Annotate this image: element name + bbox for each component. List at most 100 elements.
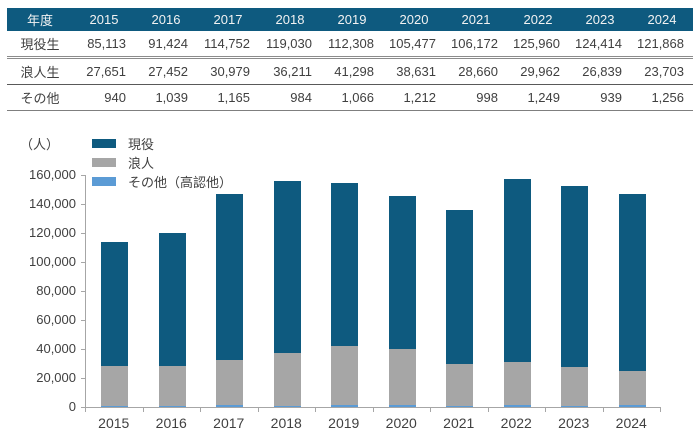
table-cell: 41,298 — [321, 57, 383, 85]
legend-item: 現役 — [92, 134, 232, 153]
table-row: 浪人生 27,651 27,452 30,979 36,211 41,298 38,631 2… — [7, 57, 693, 85]
x-axis-tick-mark — [545, 408, 546, 412]
table-cell: 1,039 — [135, 84, 197, 111]
y-axis-tick-label: 40,000 — [36, 341, 76, 356]
bar-segment-ronin — [216, 360, 244, 406]
y-axis-unit-label: （人） — [20, 137, 60, 152]
bar-segment-geneki — [101, 242, 129, 366]
y-axis-tick-mark — [81, 262, 85, 263]
y-axis-tick-mark — [81, 320, 85, 321]
y-axis-tick-label: 0 — [68, 399, 76, 414]
table-cell: 1,165 — [197, 84, 259, 111]
bar-segment-ronin — [101, 365, 129, 406]
y-axis-tick-mark — [81, 204, 85, 205]
bar-segment-ronin — [158, 365, 186, 406]
table-cell: 85,113 — [73, 31, 135, 59]
legend-swatch — [92, 139, 116, 148]
bar-segment-sonota — [331, 405, 359, 407]
table-body: 現役生 85,113 91,424 114,752 119,030 112,308 105,… — [7, 31, 693, 111]
bar-stack — [216, 194, 244, 407]
x-axis-tick-mark — [660, 408, 661, 412]
bar-segment-sonota — [446, 405, 474, 407]
table-cell: 91,424 — [135, 31, 197, 59]
table-header-row: 年度 2015 2016 2017 2018 2019 2020 2021 2022 2023 20… — [7, 8, 693, 31]
y-axis-tick-label: 60,000 — [36, 312, 76, 327]
year-header: 2017 — [197, 8, 259, 31]
bar-segment-sonota — [388, 405, 416, 407]
year-header: 2018 — [259, 8, 321, 31]
bar-segment-ronin — [273, 353, 301, 406]
x-axis-tick-mark — [200, 408, 201, 412]
legend-item: その他（高認他） — [92, 172, 232, 191]
legend-swatch — [92, 177, 116, 186]
table-cell: 106,172 — [445, 31, 507, 59]
x-axis-tick-mark — [142, 408, 144, 412]
table-cell: 984 — [259, 84, 321, 111]
legend-item: 浪人 — [92, 153, 232, 172]
bar-stack — [618, 194, 646, 407]
bar-stack — [388, 196, 416, 407]
yearly-applicants-table: 年度 2015 2016 2017 2018 2019 2020 2021 2022 2023 20… — [7, 8, 693, 111]
bar-segment-ronin — [503, 361, 531, 406]
year-column-header: 年度 — [7, 8, 73, 31]
table-cell: 1,212 — [383, 84, 445, 111]
legend-label: その他（高認他） — [128, 175, 233, 190]
legend-swatch — [92, 158, 116, 167]
bar-stack — [331, 182, 359, 407]
x-axis-category-label: 2020 — [385, 415, 417, 431]
table-cell: 940 — [73, 84, 135, 111]
bar-segment-geneki — [561, 186, 589, 367]
bar-stack — [101, 242, 129, 407]
y-axis-tick-label: 80,000 — [36, 283, 76, 298]
row-label: 浪人生 — [7, 57, 73, 85]
y-axis-tick-label: 140,000 — [29, 196, 76, 211]
bar-stack — [561, 186, 589, 407]
table-cell: 124,414 — [569, 31, 631, 59]
bar-segment-geneki — [618, 194, 646, 371]
table-cell: 1,256 — [631, 84, 693, 111]
legend-label: 現役 — [128, 137, 155, 152]
x-axis-category-label: 2022 — [500, 415, 532, 431]
table-cell: 1,066 — [321, 84, 383, 111]
bar-segment-sonota — [158, 405, 186, 407]
x-axis-category-label: 2021 — [443, 415, 475, 431]
y-axis-tick-mark — [81, 378, 85, 379]
table-cell: 105,477 — [383, 31, 445, 59]
y-axis-tick-label: 160,000 — [29, 167, 76, 182]
bar-segment-ronin — [561, 366, 589, 406]
bar-segment-geneki — [446, 210, 474, 365]
chart-legend: 現役浪人その他（高認他） — [92, 134, 232, 191]
y-axis-tick-label: 120,000 — [29, 225, 76, 240]
bar-stack — [273, 180, 301, 407]
x-axis-tick-mark — [372, 408, 374, 412]
bar-segment-geneki — [503, 179, 531, 362]
table-row: 現役生 85,113 91,424 114,752 119,030 112,308 105,… — [7, 31, 693, 59]
y-axis-tick-label: 100,000 — [29, 254, 76, 269]
x-axis-category-label: 2017 — [213, 415, 245, 431]
year-header: 2022 — [507, 8, 569, 31]
year-header: 2024 — [631, 8, 693, 31]
table-cell: 30,979 — [197, 57, 259, 85]
y-axis-tick-mark — [81, 175, 85, 176]
x-axis-category-label: 2023 — [558, 415, 590, 431]
legend-label: 浪人 — [128, 156, 155, 171]
table-cell: 26,839 — [569, 57, 631, 85]
table-cell: 38,631 — [383, 57, 445, 85]
table-cell: 939 — [569, 84, 631, 111]
plot-area — [85, 175, 661, 408]
x-axis-tick-mark — [315, 408, 316, 412]
table-cell: 112,308 — [321, 31, 383, 59]
table-row: その他 940 1,039 1,165 984 1,066 1,212 998 1,249 939… — [7, 84, 693, 111]
bar-segment-sonota — [503, 405, 531, 407]
table-cell: 29,962 — [507, 57, 569, 85]
table-cell: 998 — [445, 84, 507, 111]
bar-segment-geneki — [216, 194, 244, 361]
x-axis-tick-mark — [85, 408, 86, 412]
bar-segment-sonota — [273, 405, 301, 407]
stacked-bar-chart: （人） 160,000 140,000 120,000 100,000 80,000 60… — [0, 110, 700, 440]
bar-stack — [446, 210, 474, 407]
bar-segment-ronin — [446, 364, 474, 406]
bar-segment-ronin — [388, 349, 416, 406]
year-header: 2016 — [135, 8, 197, 31]
year-header: 2019 — [321, 8, 383, 31]
